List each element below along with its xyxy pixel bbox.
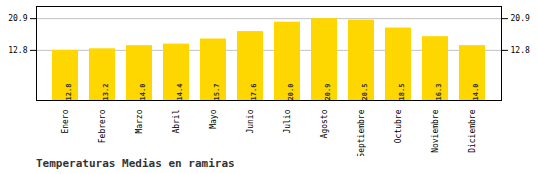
svg-text:13.2: 13.2 (102, 84, 110, 101)
svg-text:15.7: 15.7 (213, 84, 221, 101)
svg-text:Enero: Enero (61, 109, 70, 133)
svg-text:20.9: 20.9 (324, 84, 332, 101)
svg-text:Julio: Julio (283, 109, 292, 133)
svg-text:16.3: 16.3 (435, 84, 443, 101)
svg-text:Abril: Abril (172, 109, 181, 133)
svg-text:Diciembre: Diciembre (468, 109, 477, 153)
svg-text:Agosto: Agosto (320, 109, 329, 138)
svg-text:18.5: 18.5 (398, 84, 406, 101)
svg-text:20.0: 20.0 (287, 84, 295, 101)
svg-text:14.0: 14.0 (472, 84, 480, 101)
svg-text:12.8: 12.8 (8, 46, 27, 55)
svg-text:Septiembre: Septiembre (357, 109, 366, 156)
svg-text:Junio: Junio (246, 109, 255, 133)
svg-text:12.8: 12.8 (65, 84, 73, 101)
html-text:Temperaturas Medias en ramiras: Temperaturas Medias en ramiras (36, 157, 235, 170)
svg-text:14.4: 14.4 (176, 84, 184, 101)
svg-text:20.5: 20.5 (361, 84, 369, 101)
svg-text:20.9: 20.9 (8, 14, 27, 23)
svg-text:Mayo: Mayo (209, 109, 218, 128)
svg-text:Febrero: Febrero (98, 109, 107, 143)
svg-text:17.6: 17.6 (250, 84, 258, 101)
svg-text:20.9: 20.9 (511, 14, 530, 23)
svg-text:Marzo: Marzo (135, 109, 144, 133)
svg-text:Noviembre: Noviembre (431, 109, 440, 153)
svg-text:12.8: 12.8 (511, 46, 530, 55)
svg-text:14.0: 14.0 (139, 84, 147, 101)
svg-text:Octubre: Octubre (394, 109, 403, 143)
